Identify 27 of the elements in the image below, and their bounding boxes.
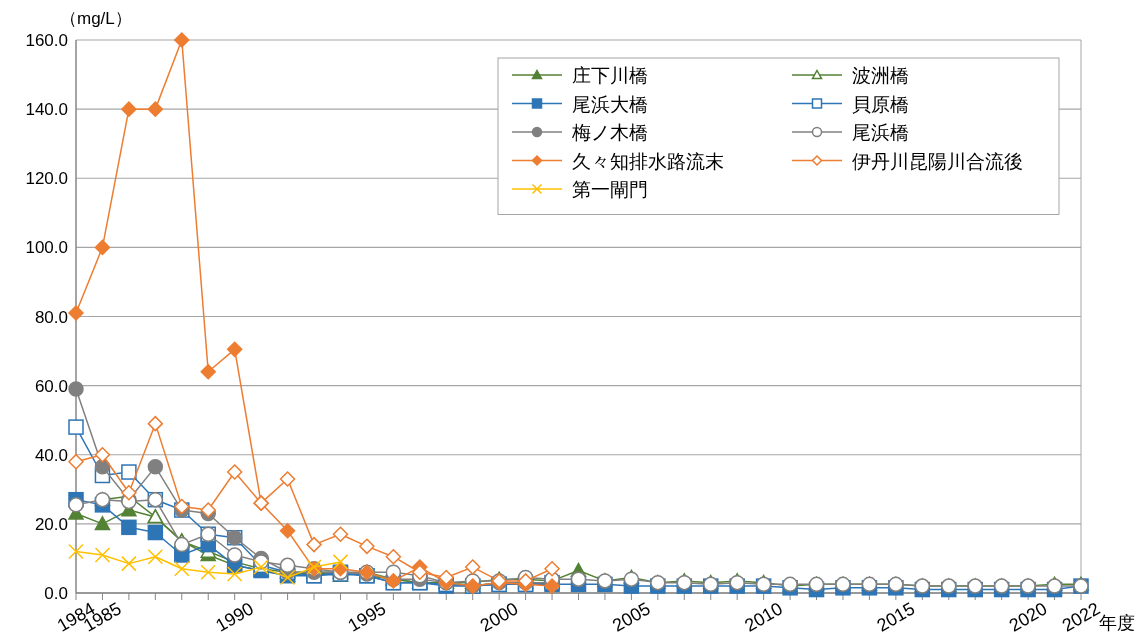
y-tick-label: 100.0 bbox=[25, 238, 68, 258]
x-axis-title: 年度 bbox=[1099, 613, 1135, 633]
legend-label: 第一閘門 bbox=[572, 179, 648, 200]
x-tick-label: 2015 bbox=[873, 598, 919, 636]
legend-label: 伊丹川昆陽川合流後 bbox=[852, 150, 1023, 172]
y-tick-label: 80.0 bbox=[34, 307, 68, 327]
y-tick-label: 160.0 bbox=[25, 31, 68, 50]
x-tick-label: 2010 bbox=[741, 598, 786, 636]
y-tick-label: 120.0 bbox=[25, 169, 68, 189]
legend-label: 尾浜大橋 bbox=[572, 93, 648, 115]
legend-label: 尾浜橋 bbox=[852, 122, 909, 143]
legend-label: 貝原橋 bbox=[852, 93, 909, 115]
legend-label: 梅ノ木橋 bbox=[571, 122, 648, 143]
y-tick-label: 20.0 bbox=[34, 514, 68, 534]
legend-label: 久々知排水路流末 bbox=[572, 150, 724, 172]
x-tick-label: 1990 bbox=[212, 598, 258, 636]
legend-label: 波洲橋 bbox=[852, 65, 909, 86]
y-axis-title: （mg/L） bbox=[60, 9, 132, 28]
x-tick-label: 2020 bbox=[1005, 598, 1051, 636]
y-tick-label: 60.0 bbox=[34, 376, 68, 396]
y-tick-label: 0.0 bbox=[44, 584, 68, 603]
y-tick-label: 140.0 bbox=[25, 100, 68, 120]
x-tick-label: 2005 bbox=[609, 598, 654, 636]
legend-label: 庄下川橋 bbox=[572, 65, 648, 86]
x-tick-label: 1995 bbox=[344, 598, 390, 636]
y-tick-label: 40.0 bbox=[34, 445, 68, 465]
x-tick-label: 2000 bbox=[476, 598, 522, 636]
